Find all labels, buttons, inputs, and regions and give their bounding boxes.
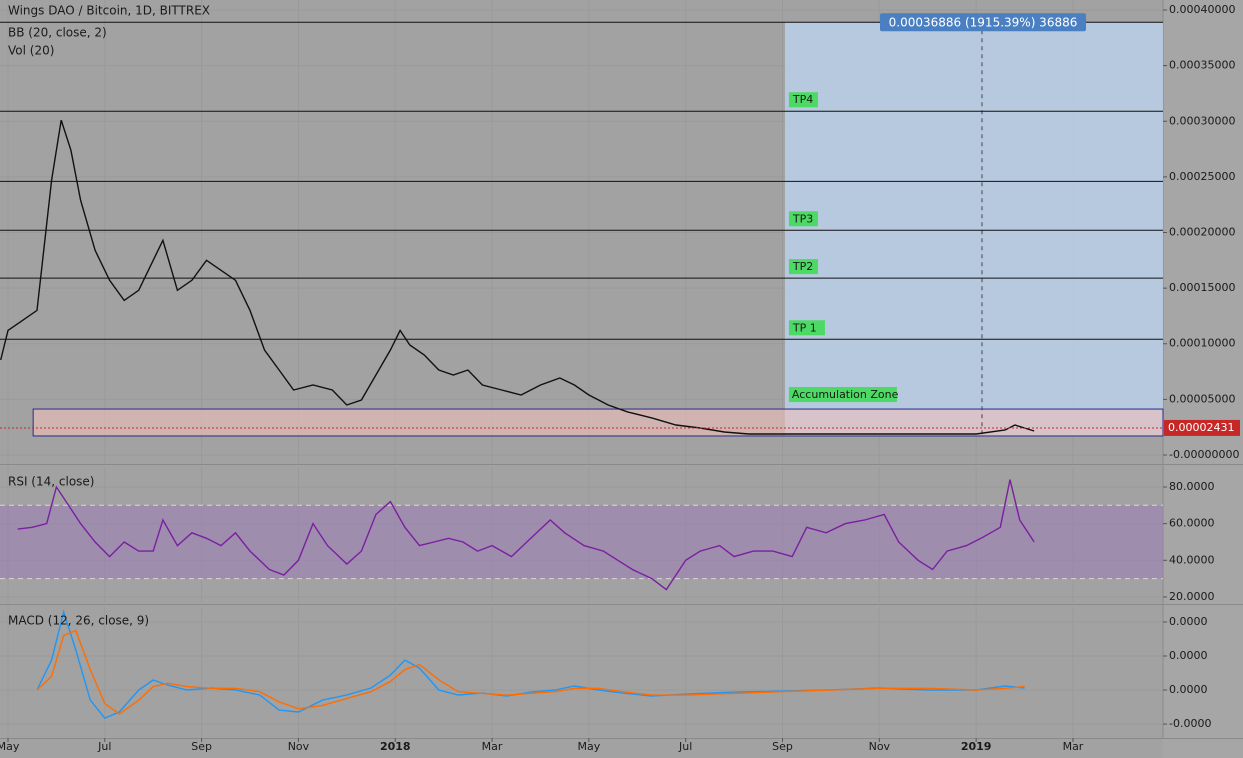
x-tick-label: Nov bbox=[869, 740, 891, 753]
y-tick-label: 0.00035000 bbox=[1169, 59, 1235, 72]
y-tick-label: 40.0000 bbox=[1169, 553, 1215, 566]
rsi-band bbox=[0, 505, 1163, 579]
level-label: TP2 bbox=[792, 260, 813, 273]
indicator-label: BB (20, close, 2) bbox=[8, 26, 107, 40]
y-tick-label: 0.0000 bbox=[1169, 615, 1208, 628]
last-price-label: 0.00002431 bbox=[1168, 421, 1234, 434]
x-tick-label: May bbox=[578, 740, 601, 753]
y-tick-label: 0.00020000 bbox=[1169, 226, 1235, 239]
series-line bbox=[36, 609, 1025, 719]
zone-tag bbox=[788, 387, 897, 403]
series-line bbox=[17, 479, 1035, 591]
x-tick-label: Nov bbox=[288, 740, 310, 753]
accumulation-zone bbox=[32, 408, 1164, 437]
y-tick-label: -0.0000 bbox=[1169, 717, 1211, 730]
x-tick-label: Sep bbox=[191, 740, 212, 753]
y-tick-label: 0.00010000 bbox=[1169, 337, 1235, 350]
zone-label: Accumulation Zone bbox=[792, 388, 899, 401]
indicator-label: Vol (20) bbox=[8, 44, 54, 58]
last-price-tag bbox=[1164, 419, 1240, 436]
measure-box bbox=[784, 22, 1163, 436]
y-tick-label: 0.00005000 bbox=[1169, 392, 1235, 405]
y-tick-label: 80.0000 bbox=[1169, 480, 1215, 493]
chart-title: Wings DAO / Bitcoin, 1D, BITTREX bbox=[8, 4, 210, 18]
pane-title: MACD (12, 26, close, 9) bbox=[8, 614, 149, 628]
x-tick-label: Jul bbox=[97, 740, 111, 753]
y-tick-label: 20.0000 bbox=[1169, 590, 1215, 603]
x-tick-label: Jul bbox=[678, 740, 692, 753]
level-label: TP3 bbox=[792, 212, 813, 225]
measure-label: 0.00036886 (1915.39%) 36886 bbox=[889, 16, 1078, 30]
level-tag bbox=[788, 320, 825, 336]
series-line bbox=[0, 119, 1035, 435]
series-line bbox=[36, 629, 1025, 715]
y-tick-label: 0.0000 bbox=[1169, 649, 1208, 662]
y-tick-label: 0.0000 bbox=[1169, 683, 1208, 696]
measure-tag bbox=[880, 13, 1086, 32]
x-tick-label: 2019 bbox=[961, 740, 992, 753]
y-tick-label: 0.00040000 bbox=[1169, 3, 1235, 16]
x-tick-label: 2018 bbox=[380, 740, 411, 753]
y-tick-label: 0.00015000 bbox=[1169, 281, 1235, 294]
pane-title: RSI (14, close) bbox=[8, 475, 94, 489]
level-tag bbox=[788, 92, 818, 108]
level-tag bbox=[788, 211, 818, 227]
y-tick-label: 0.00025000 bbox=[1169, 170, 1235, 183]
level-label: TP 1 bbox=[792, 321, 817, 334]
y-tick-label: 60.0000 bbox=[1169, 517, 1215, 530]
x-tick-label: May bbox=[0, 740, 20, 753]
x-tick-label: Mar bbox=[1063, 740, 1084, 753]
level-label: TP4 bbox=[792, 93, 813, 106]
x-tick-label: Sep bbox=[772, 740, 793, 753]
level-tag bbox=[788, 259, 818, 275]
y-tick-label: -0.00000000 bbox=[1169, 448, 1239, 461]
x-tick-label: Mar bbox=[482, 740, 503, 753]
price-axis-area bbox=[1163, 0, 1243, 758]
y-tick-label: 0.00030000 bbox=[1169, 114, 1235, 127]
